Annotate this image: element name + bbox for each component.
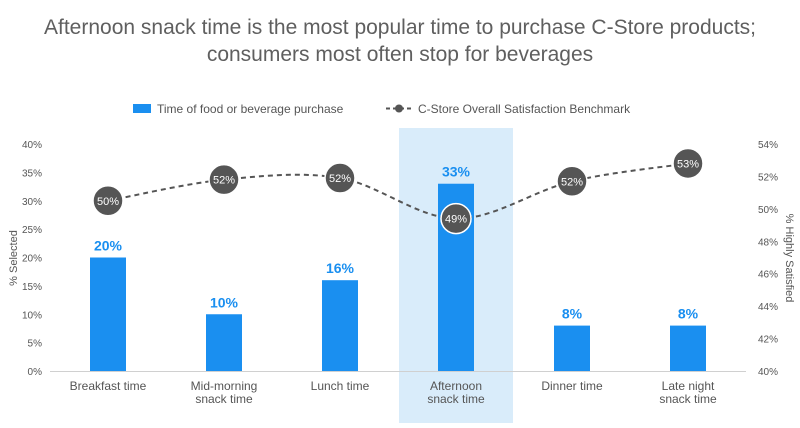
satisfaction-marker [208, 163, 240, 196]
legend-bar-label: Time of food or beverage purchase [157, 102, 344, 116]
left-tick-label: 10% [22, 310, 42, 321]
satisfaction-value-label: 49% [445, 214, 467, 226]
satisfaction-marker [440, 202, 472, 235]
bar-value-label: 8% [562, 306, 583, 322]
bar-value-label: 16% [326, 260, 355, 276]
left-tick-label: 25% [22, 225, 42, 236]
category-label: Late night [662, 379, 715, 393]
satisfaction-value-label: 52% [561, 176, 583, 188]
legend-line-marker [395, 104, 403, 113]
right-tick-label: 48% [758, 237, 778, 248]
category-label: Dinner time [541, 379, 603, 393]
left-tick-label: 30% [22, 197, 42, 208]
bar [670, 325, 706, 371]
satisfaction-line [107, 162, 689, 220]
right-tick-label: 54% [758, 140, 778, 151]
bar-value-label: 20% [94, 238, 123, 254]
bar [90, 257, 126, 371]
satisfaction-value-label: 50% [97, 196, 119, 208]
bar-value-label: 8% [678, 306, 699, 322]
right-tick-label: 50% [758, 205, 778, 216]
right-tick-label: 44% [758, 302, 778, 313]
legend-line-label: C-Store Overall Satisfaction Benchmark [418, 102, 631, 116]
category-label: Breakfast time [70, 379, 147, 393]
right-axis-title: % Highly Satisfied [783, 214, 795, 303]
satisfaction-marker [324, 162, 356, 194]
satisfaction-marker [556, 165, 588, 198]
right-tick-label: 42% [758, 335, 778, 346]
category-label: snack time [427, 392, 485, 406]
category-label: snack time [195, 392, 253, 406]
right-tick-label: 46% [758, 270, 778, 281]
left-tick-label: 5% [28, 339, 43, 350]
left-tick-label: 40% [22, 140, 42, 151]
left-tick-label: 35% [22, 168, 42, 179]
satisfaction-value-label: 53% [677, 158, 699, 170]
category-label: Lunch time [311, 379, 370, 393]
right-tick-label: 52% [758, 172, 778, 183]
bar-value-label: 10% [210, 294, 239, 310]
left-tick-label: 20% [22, 254, 42, 265]
satisfaction-marker [672, 147, 704, 180]
category-label: Afternoon [430, 379, 482, 393]
category-label: Mid-morning [191, 379, 258, 393]
satisfaction-marker [92, 185, 124, 217]
left-tick-label: 15% [22, 282, 42, 293]
chart-title: Afternoon snack time is the most popular… [43, 16, 756, 66]
bar [206, 314, 242, 371]
right-tick-label: 40% [758, 367, 778, 378]
category-label: snack time [659, 392, 717, 406]
satisfaction-value-label: 52% [213, 175, 235, 187]
legend-bar-swatch [133, 104, 151, 113]
satisfaction-value-label: 52% [329, 173, 351, 185]
bar [322, 280, 358, 371]
left-axis-title: % Selected [8, 230, 20, 286]
bar-value-label: 33% [442, 164, 471, 180]
bar [554, 325, 590, 371]
left-tick-label: 0% [28, 367, 43, 378]
